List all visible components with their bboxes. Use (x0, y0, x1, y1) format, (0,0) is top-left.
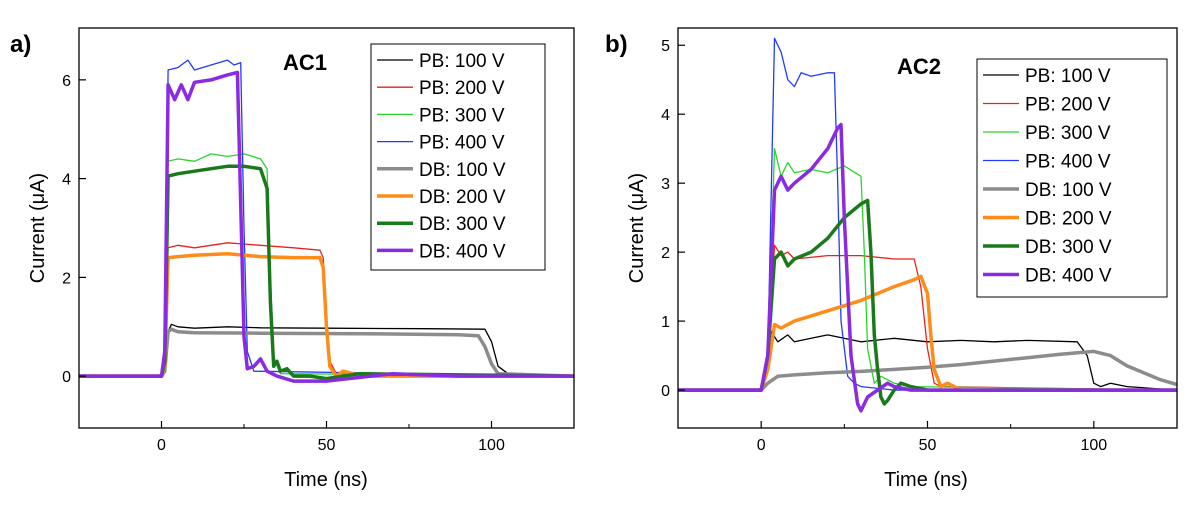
series-group (678, 37, 1177, 413)
legend: PB: 100 V PB: 200 V PB: 300 V PB: 400 V DB: … (370, 43, 546, 271)
legend-item: DB: 300 V (983, 237, 1112, 258)
y-tick-label: 6 (62, 73, 71, 90)
x-tick-label: 100 (478, 437, 505, 454)
legend-label: PB: 300 V (419, 105, 505, 126)
y-tick-label: 4 (62, 172, 71, 189)
legend-label: DB: 200 V (1025, 209, 1112, 230)
panel-a: 0 50 100 0 2 4 6 Time (ns) Current (μA) a) AC1 PB: … (10, 27, 575, 491)
legend-label: PB: 100 V (1025, 66, 1111, 87)
legend-label: PB: 200 V (1025, 95, 1111, 116)
y-tick-label: 3 (661, 176, 670, 193)
legend-box (976, 58, 1168, 298)
y-axis-label: Current (μA) (27, 173, 49, 283)
y-tick-label: 2 (661, 245, 670, 262)
panel-label: b) (605, 31, 628, 58)
x-tick-label: 100 (1080, 437, 1107, 454)
legend-item: PB: 300 V (377, 105, 505, 126)
series-line-db-200-v (678, 274, 1177, 392)
legend-item: PB: 400 V (377, 133, 505, 154)
x-tick-label: 0 (157, 437, 166, 454)
series-line-db-300-v (79, 164, 574, 381)
legend-item: DB: 200 V (983, 209, 1112, 230)
legend-item: PB: 400 V (983, 152, 1111, 173)
legend-item: DB: 400 V (983, 266, 1112, 287)
legend-item: PB: 200 V (983, 95, 1111, 116)
panel-b: 0 50 100 0 1 2 3 4 5 Time (ns) Current (μA) b) AC2 PB… (605, 27, 1178, 491)
legend-label: PB: 100 V (419, 51, 505, 72)
y-tick-label: 1 (661, 314, 670, 331)
y-tick-label: 2 (62, 270, 71, 287)
y-tick-label: 0 (62, 369, 71, 386)
legend-label: PB: 400 V (419, 133, 505, 154)
legend-label: PB: 200 V (419, 78, 505, 99)
chart-title: AC1 (283, 50, 327, 75)
panel-label: a) (10, 31, 31, 58)
series-line-db-300-v (678, 198, 1177, 406)
x-tick-label: 50 (318, 437, 336, 454)
x-axis-label: Time (ns) (284, 469, 368, 491)
series-line-db-400-v (678, 122, 1177, 413)
series-line-pb-100-v (678, 330, 1177, 391)
legend-item: PB: 100 V (983, 66, 1111, 87)
legend-item: DB: 400 V (377, 241, 506, 262)
series-line-db-200-v (79, 251, 574, 378)
legend-label: DB: 300 V (419, 214, 506, 235)
series-line-db-100-v (678, 349, 1177, 392)
series-line-pb-300-v (678, 148, 1177, 391)
legend-label: DB: 100 V (419, 160, 506, 181)
legend-item: PB: 100 V (377, 51, 505, 72)
chart-title: AC2 (897, 54, 941, 79)
x-tick-label: 0 (757, 437, 766, 454)
legend-item: DB: 200 V (377, 187, 506, 208)
y-tick-label: 4 (661, 107, 670, 124)
legend-label: PB: 400 V (1025, 152, 1111, 173)
legend: PB: 100 V PB: 200 V PB: 300 V PB: 400 V DB: … (976, 58, 1168, 298)
series-line-db-400-v (79, 70, 574, 383)
y-tick-label: 0 (661, 383, 670, 400)
legend-label: PB: 300 V (1025, 123, 1111, 144)
x-axis-label: Time (ns) (884, 469, 968, 491)
legend-label: DB: 100 V (1025, 180, 1112, 201)
legend-label: DB: 400 V (1025, 266, 1112, 287)
legend-item: DB: 100 V (377, 160, 506, 181)
legend-label: DB: 200 V (419, 187, 506, 208)
legend-item: PB: 300 V (983, 123, 1111, 144)
y-axis-label: Current (μA) (626, 173, 648, 283)
legend-item: DB: 100 V (983, 180, 1112, 201)
y-tick-label: 5 (661, 38, 670, 55)
legend-item: DB: 300 V (377, 214, 506, 235)
legend-label: DB: 300 V (1025, 237, 1112, 258)
legend-item: PB: 200 V (377, 78, 505, 99)
x-tick-label: 50 (919, 437, 937, 454)
legend-label: DB: 400 V (419, 241, 506, 262)
legend-box (370, 43, 546, 271)
series-group (79, 59, 574, 383)
